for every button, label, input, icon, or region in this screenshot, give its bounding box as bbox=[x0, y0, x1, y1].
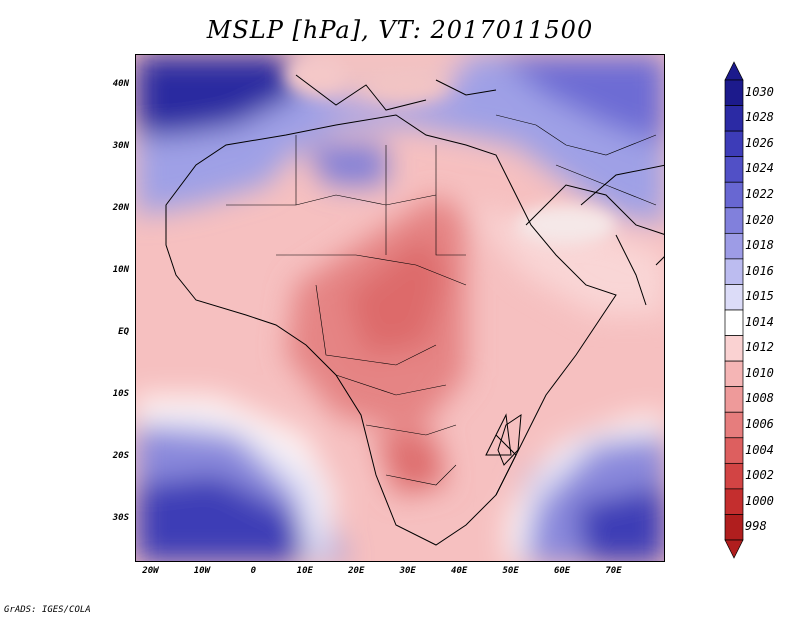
lat-tick-label: 30S bbox=[112, 512, 129, 523]
colorbar-swatch bbox=[724, 105, 744, 132]
colorbar-swatch bbox=[724, 156, 744, 183]
colorbar-label: 1012 bbox=[745, 340, 774, 355]
colorbar-swatch bbox=[724, 309, 744, 336]
lat-tick-label: 10S bbox=[112, 388, 129, 399]
lat-tick-label: 20N bbox=[112, 202, 129, 213]
colorbar-label: 998 bbox=[745, 519, 767, 534]
colorbar-swatch bbox=[724, 462, 744, 490]
colorbar-swatch bbox=[724, 258, 744, 285]
colorbar-label: 1020 bbox=[745, 212, 774, 227]
colorbar-swatch bbox=[724, 207, 744, 234]
lat-tick-label: EQ bbox=[118, 326, 129, 337]
field-details bbox=[286, 55, 616, 245]
lat-tick-label: 40N bbox=[112, 78, 129, 89]
borders bbox=[226, 114, 657, 486]
colorbar-label: 1016 bbox=[745, 263, 774, 278]
colorbar-label: 1030 bbox=[745, 84, 774, 99]
colorbar-swatch bbox=[724, 386, 744, 413]
colorbar-swatch bbox=[724, 411, 744, 439]
colorbar-swatch bbox=[724, 79, 744, 106]
colorbar-label: 1008 bbox=[745, 391, 774, 406]
colorbar-label: 1006 bbox=[745, 417, 774, 431]
lon-tick-label: 0 bbox=[250, 566, 257, 576]
footer-credit: GrADS: IGES/COLA bbox=[4, 605, 91, 615]
madagascar-outline bbox=[497, 414, 522, 466]
colorbar bbox=[724, 61, 744, 559]
colorbar-label: 1028 bbox=[745, 110, 774, 125]
colorbar-label: 1014 bbox=[745, 314, 774, 329]
colorbar-swatch bbox=[724, 437, 744, 464]
colorbar-label: 1026 bbox=[745, 135, 774, 150]
colorbar-swatch bbox=[724, 488, 744, 515]
lat-tick-label: 10N bbox=[112, 264, 129, 275]
colorbar-swatch bbox=[724, 284, 744, 311]
coastlines bbox=[165, 74, 664, 546]
colorbar-label: 1000 bbox=[745, 493, 774, 508]
pressure-field bbox=[136, 55, 664, 561]
lat-tick-label: 20S bbox=[112, 450, 129, 461]
lon-tick-label: 20E bbox=[348, 566, 365, 576]
lon-tick-label: 10E bbox=[296, 566, 313, 576]
colorbar-swatch bbox=[724, 232, 744, 260]
colorbar-label: 1010 bbox=[745, 365, 774, 380]
colorbar-swatch bbox=[724, 514, 744, 541]
lon-tick-label: 70E bbox=[605, 566, 622, 576]
colorbar-label: 1015 bbox=[745, 289, 774, 304]
lon-tick-label: 30E bbox=[399, 566, 416, 576]
chart-title: MSLP [hPa], VT: 2017011500 bbox=[206, 16, 594, 44]
colorbar-bottom-arrow bbox=[724, 539, 744, 559]
colorbar-label: 1024 bbox=[745, 161, 774, 176]
colorbar-swatch bbox=[724, 360, 744, 388]
lon-tick-label: 60E bbox=[553, 566, 571, 576]
lon-tick-label: 50E bbox=[502, 566, 519, 576]
colorbar-label: 1002 bbox=[745, 468, 774, 483]
colorbar-swatch bbox=[724, 335, 744, 362]
colorbar-label: 1022 bbox=[745, 187, 774, 201]
colorbar-swatch bbox=[724, 181, 744, 209]
lat-tick-label: 30N bbox=[112, 140, 129, 151]
lon-tick-label: 40E bbox=[451, 566, 468, 576]
map-panel bbox=[135, 54, 665, 562]
colorbar-label: 1018 bbox=[745, 238, 774, 253]
lon-tick-label: 20W bbox=[142, 566, 159, 576]
colorbar-swatch bbox=[724, 130, 744, 158]
field-blobs bbox=[136, 55, 664, 561]
colorbar-label: 1004 bbox=[745, 442, 774, 457]
colorbar-top-arrow bbox=[724, 61, 744, 81]
lon-tick-label: 10W bbox=[193, 566, 211, 576]
